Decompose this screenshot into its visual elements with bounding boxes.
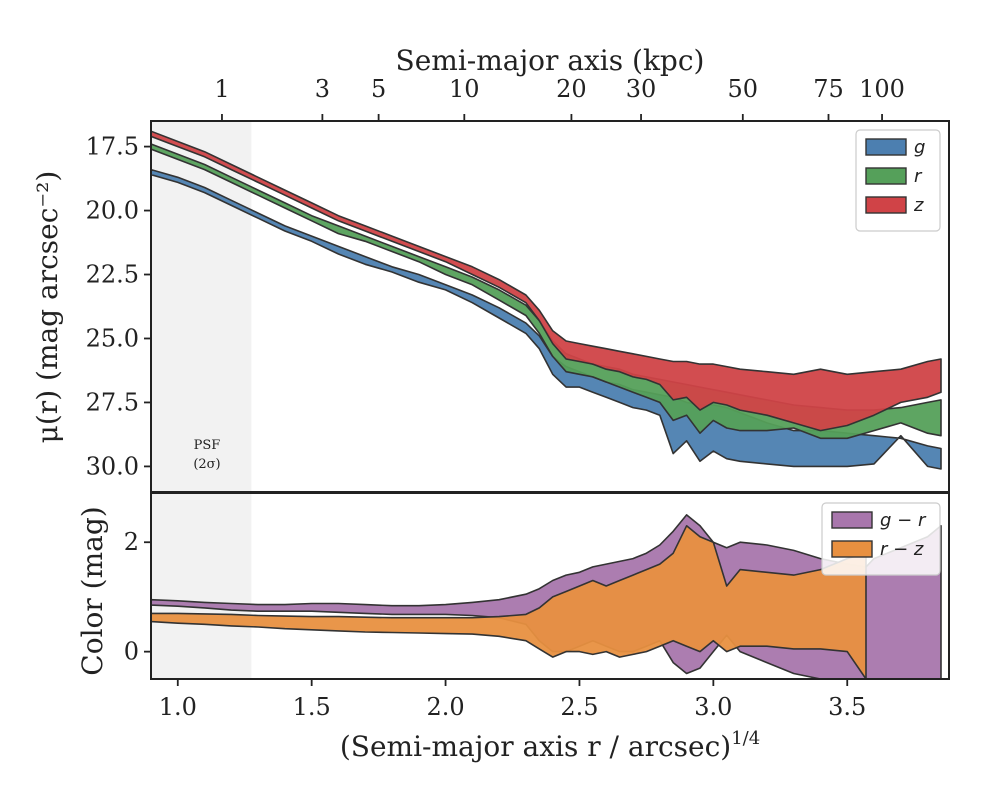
kpc-tick-label: 100	[859, 75, 905, 103]
kpc-tick-label: 75	[813, 75, 844, 103]
kpc-tick-label: 20	[556, 75, 587, 103]
kpc-tick-label: 1	[214, 75, 229, 103]
mu-legend-swatch-g	[865, 138, 907, 156]
xtick-label: 2.0	[426, 693, 464, 721]
kpc-tick-label: 50	[728, 75, 759, 103]
kpc-tick-label: 30	[626, 75, 657, 103]
kpc-tick-label: 10	[449, 75, 480, 103]
xtick-label: 2.5	[560, 693, 598, 721]
mu-band-g	[151, 168, 942, 470]
mu-band-r	[151, 143, 942, 440]
xtick-label: 1.5	[293, 693, 331, 721]
x-axis-label-sup: 1/4	[731, 728, 760, 749]
kpc-tick-label: 3	[315, 75, 330, 103]
top-axis-label: Semi-major axis (kpc)	[396, 44, 705, 77]
mu-legend-swatch-r	[865, 167, 907, 185]
xtick-label: 3.5	[828, 693, 866, 721]
mu-legend-label-z: z	[913, 195, 924, 216]
color-panel: 0 2 1.0 1.5 2.0 2.5 3.0 3.5 Color (mag) (Semi-…	[76, 492, 950, 763]
color-band-rz	[151, 525, 867, 679]
color-legend-label-rz: r − z	[880, 539, 924, 560]
xtick-label: 3.0	[694, 693, 732, 721]
x-axis-label: (Semi-major axis r / arcsec)1/4	[340, 728, 760, 763]
top-legend: grz	[855, 129, 941, 232]
mu-legend-label-g: g	[914, 137, 925, 158]
mu-ytick-label: 25.0	[86, 324, 139, 352]
color-ytick-label: 0	[124, 638, 139, 666]
xtick-label: 1.0	[159, 693, 197, 721]
bottom-panel-frame	[150, 492, 950, 680]
mu-ytick-label: 22.5	[86, 261, 139, 289]
mu-legend-swatch-z	[865, 196, 907, 214]
psf-region-bottom	[151, 493, 252, 679]
psf-label-line1: PSF	[194, 438, 221, 453]
surface-brightness-panel: 17.5 20.0 22.5 25.0 27.5 30.0 PSF (2σ) μ(r) (…	[31, 120, 950, 493]
x-axis-label-main: (Semi-major axis r / arcsec)	[340, 730, 731, 763]
psf-label-line2: (2σ)	[193, 457, 220, 472]
mu-ytick-label: 20.0	[86, 197, 139, 225]
color-ytick-label: 2	[124, 528, 139, 556]
mu-ytick-label: 17.5	[86, 133, 139, 161]
top-kpc-axis: 1 3 5 10 20 30 50 75 100	[214, 75, 905, 121]
top-y-axis-label: μ(r) (mag arcsec⁻²)	[31, 171, 64, 444]
kpc-tick-label: 5	[371, 75, 386, 103]
color-legend-swatch-gr	[831, 511, 873, 529]
mu-legend-label-r: r	[914, 166, 923, 187]
mu-ytick-label: 27.5	[86, 388, 139, 416]
color-legend-swatch-rz	[831, 540, 873, 558]
bottom-y-axis-label: Color (mag)	[76, 506, 109, 675]
mu-ytick-label: 30.0	[86, 452, 139, 480]
color-legend-label-gr: g − r	[880, 510, 927, 531]
bottom-legend: g − r r − z	[821, 502, 941, 576]
mu-band-z	[151, 130, 942, 432]
